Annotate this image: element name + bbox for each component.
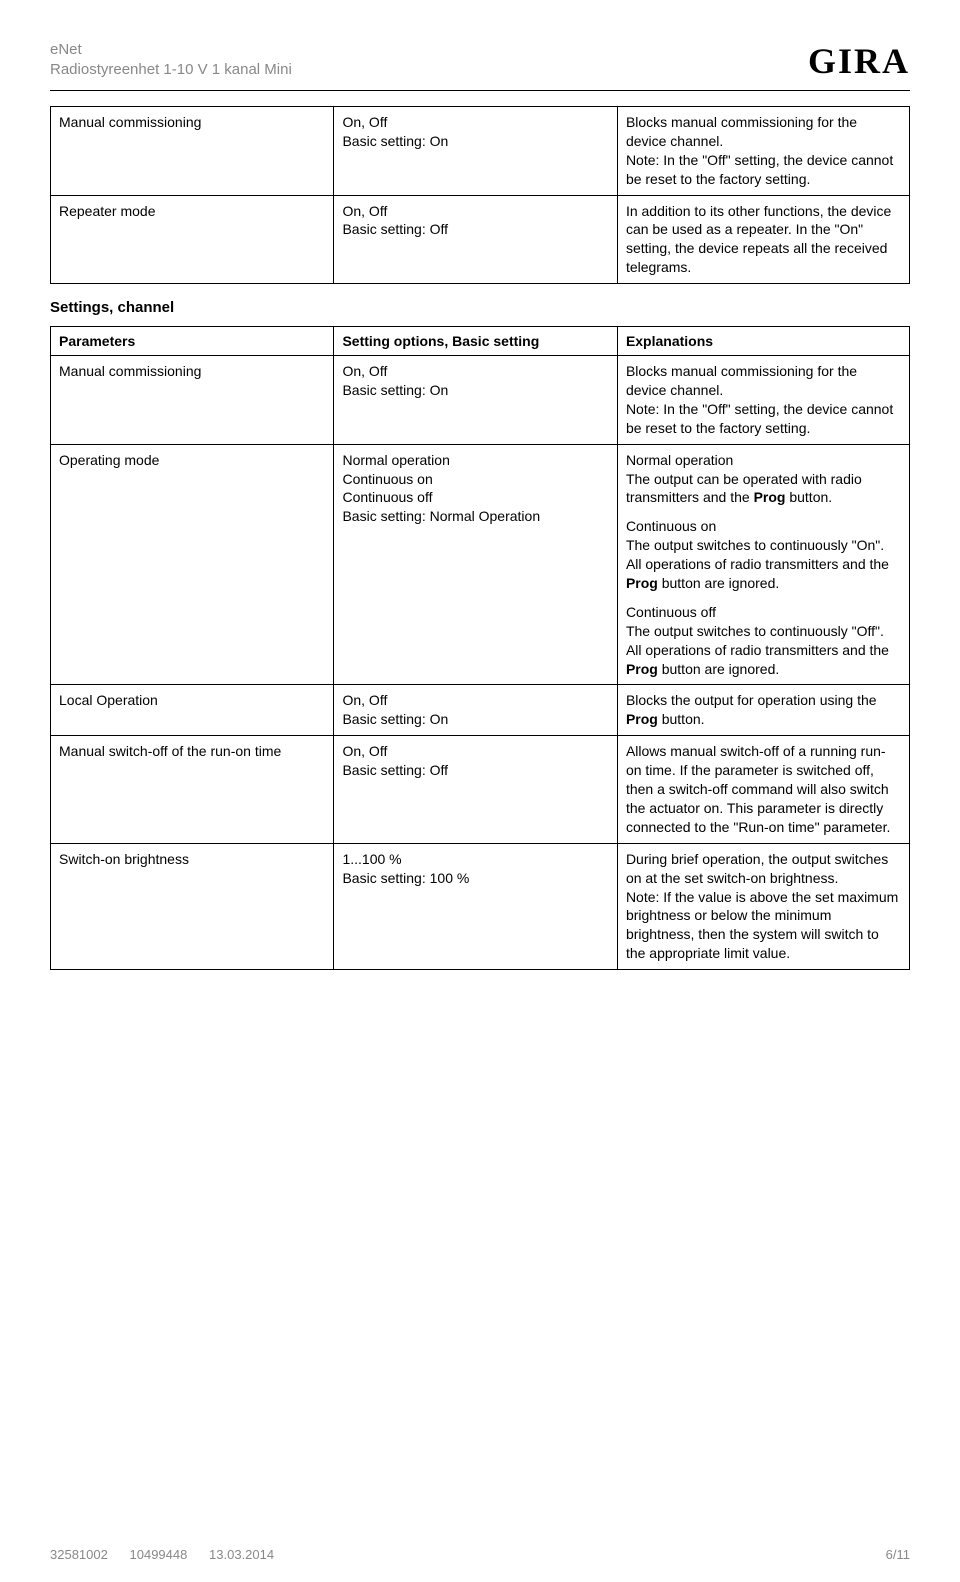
footer-date: 13.03.2014 [209,1547,274,1562]
opt-line: On, Off [342,114,387,130]
param-options: On, Off Basic setting: Off [334,195,617,284]
table-row: Manual switch-off of the run-on time On,… [51,736,910,843]
col-header: Explanations [617,327,909,356]
opt-line: Basic setting: Normal Operation [342,508,540,524]
product-line2: Radiostyreenhet 1-10 V 1 kanal Mini [50,60,292,80]
block-title: Normal operation [626,452,733,468]
opt-line: Continuous on [342,471,432,487]
product-line1: eNet [50,40,292,60]
col-header: Parameters [51,327,334,356]
block-tail: button are ignored. [658,661,779,677]
opt-line: Basic setting: On [342,133,448,149]
table-row: Manual commissioning On, Off Basic setti… [51,356,910,445]
col-header: Setting options, Basic setting [334,327,617,356]
opt-line: Normal operation [342,452,449,468]
block-title: Continuous off [626,604,716,620]
params-table-1: Manual commissioning On, Off Basic setti… [50,106,910,284]
page-header: eNet Radiostyreenhet 1-10 V 1 kanal Mini… [50,40,910,91]
opt-line: Continuous off [342,489,432,505]
opt-line: On, Off [342,203,387,219]
footer-page-number: 6/11 [886,1547,910,1562]
exp-post: button. [658,711,705,727]
header-left: eNet Radiostyreenhet 1-10 V 1 kanal Mini [50,40,292,79]
brand-logo: GIRA [808,40,910,82]
bold-word: Prog [626,575,658,591]
param-explanation: In addition to its other functions, the … [617,195,909,284]
opt-line: On, Off [342,692,387,708]
block-title: Continuous on [626,518,716,534]
param-explanation: Blocks manual commissioning for the devi… [617,107,909,196]
opt-line: Basic setting: Off [342,221,448,237]
param-name: Switch-on brightness [51,843,334,969]
page-footer: 32581002 10499448 13.03.2014 6/11 [50,1547,910,1562]
param-explanation: Blocks manual commissioning for the devi… [617,356,909,445]
param-name: Manual commissioning [51,107,334,196]
section-title: Settings, channel [50,299,910,316]
bold-word: Prog [626,711,658,727]
footer-left: 32581002 10499448 13.03.2014 [50,1547,274,1562]
opt-line: Basic setting: Off [342,762,448,778]
table-row: Switch-on brightness 1...100 % Basic set… [51,843,910,969]
block-body: The output switches to continuously "On"… [626,537,889,572]
footer-code1: 32581002 [50,1547,108,1562]
opt-line: Basic setting: On [342,711,448,727]
params-table-2: Parameters Setting options, Basic settin… [50,326,910,970]
param-name: Local Operation [51,685,334,736]
param-name: Manual switch-off of the run-on time [51,736,334,843]
block-tail: button are ignored. [658,575,779,591]
param-explanation: Normal operation The output can be opera… [617,444,909,685]
param-explanation: Blocks the output for operation using th… [617,685,909,736]
bold-word: Prog [754,489,786,505]
opt-line: Basic setting: 100 % [342,870,469,886]
opt-line: Basic setting: On [342,382,448,398]
param-options: 1...100 % Basic setting: 100 % [334,843,617,969]
footer-code2: 10499448 [130,1547,188,1562]
param-explanation: Allows manual switch-off of a running ru… [617,736,909,843]
param-name: Operating mode [51,444,334,685]
opt-line: On, Off [342,363,387,379]
table-row: Operating mode Normal operation Continuo… [51,444,910,685]
exp-pre: Blocks the output for operation using th… [626,692,877,708]
opt-line: 1...100 % [342,851,401,867]
param-explanation: During brief operation, the output switc… [617,843,909,969]
block-tail: button. [785,489,832,505]
block-body: The output switches to continuously "Off… [626,623,889,658]
bold-word: Prog [626,661,658,677]
param-options: On, Off Basic setting: Off [334,736,617,843]
param-options: On, Off Basic setting: On [334,685,617,736]
param-options: On, Off Basic setting: On [334,107,617,196]
param-name: Repeater mode [51,195,334,284]
opt-line: On, Off [342,743,387,759]
param-options: On, Off Basic setting: On [334,356,617,445]
table-header-row: Parameters Setting options, Basic settin… [51,327,910,356]
table-row: Manual commissioning On, Off Basic setti… [51,107,910,196]
param-options: Normal operation Continuous on Continuou… [334,444,617,685]
table-row: Repeater mode On, Off Basic setting: Off… [51,195,910,284]
param-name: Manual commissioning [51,356,334,445]
table-row: Local Operation On, Off Basic setting: O… [51,685,910,736]
